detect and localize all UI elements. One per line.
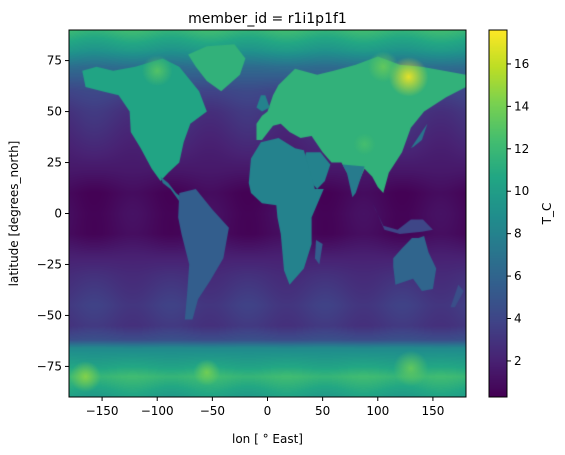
heatmap-image — [69, 30, 466, 397]
x-tick-label: 100 — [366, 404, 389, 418]
y-tick-label: 0 — [54, 207, 62, 221]
x-tick-label: 50 — [315, 404, 330, 418]
x-axis-label: lon [ ° East] — [232, 432, 303, 446]
y-axis-ticks: 75 50 25 0 −25 −50 −75 — [37, 54, 69, 373]
x-tick-label: 150 — [421, 404, 444, 418]
x-axis-ticks: −150 −100 −50 0 50 100 150 — [86, 397, 444, 418]
chart-title: member_id = r1i1p1f1 — [188, 11, 347, 27]
colorbar-tick-label: 4 — [514, 312, 522, 326]
y-tick-label: −50 — [37, 308, 62, 322]
colorbar-tick-label: 12 — [514, 142, 529, 156]
colorbar-tick-label: 8 — [514, 227, 522, 241]
x-tick-label: −150 — [86, 404, 119, 418]
y-tick-label: −25 — [37, 257, 62, 271]
y-tick-label: 50 — [47, 105, 62, 119]
colorbar-ticks: 2 4 6 8 10 12 14 16 — [507, 57, 529, 368]
y-tick-label: 25 — [47, 156, 62, 170]
x-tick-label: −100 — [141, 404, 174, 418]
colorbar-frame — [488, 29, 508, 398]
plot-area — [68, 29, 467, 398]
colorbar-tick-label: 6 — [514, 269, 522, 283]
colorbar-gradient — [489, 30, 507, 397]
x-tick-label: −50 — [200, 404, 225, 418]
colorbar-label: T_C — [540, 203, 554, 226]
y-axis-label: latitude [degrees_north] — [7, 141, 21, 287]
x-tick-label: 0 — [264, 404, 272, 418]
y-tick-label: −75 — [37, 359, 62, 373]
colorbar-tick-label: 10 — [514, 184, 529, 198]
colorbar-tick-label: 2 — [514, 354, 522, 368]
colorbar: 2 4 6 8 10 12 14 16 T_C — [488, 29, 554, 398]
y-tick-label: 75 — [47, 54, 62, 68]
colorbar-tick-label: 16 — [514, 57, 529, 71]
colorbar-tick-label: 14 — [514, 99, 529, 113]
